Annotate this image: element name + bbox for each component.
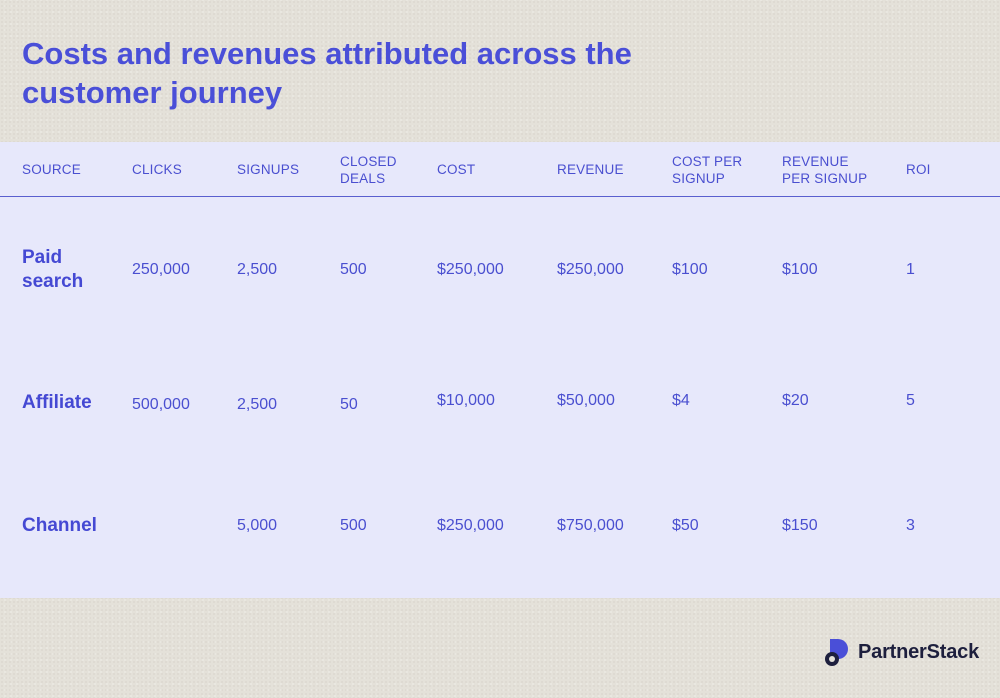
cost-value: $10,000 [437,392,495,409]
column-header-signups: SIGNUPS [237,162,300,177]
cost-per-signup-value: $4 [672,392,690,409]
closed-deals-value: 500 [340,517,367,534]
column-header-revenue-per-signup: REVENUE PER SIGNUP [782,153,868,186]
source-name: Channel [22,515,97,536]
partnerstack-logo-icon [825,639,848,666]
revenue-value: $50,000 [557,392,615,409]
roi-value: 5 [906,392,915,409]
revenue-value: $250,000 [557,261,624,278]
cost-value: $250,000 [437,517,504,534]
revenue-per-signup-value: $100 [782,261,818,278]
column-header-revenue: REVENUE [557,162,624,177]
revenue-per-signup-value: $20 [782,392,809,409]
partnerstack-logo: PartnerStack [824,636,979,668]
column-header-roi: ROI [906,162,931,177]
column-header-cost: COST [437,162,476,177]
column-header-closed-deals: CLOSED DEALS [340,153,397,186]
column-header-cost-per-signup: COST PER SIGNUP [672,153,743,186]
page-title: Costs and revenues attributed across the… [22,36,632,110]
brand-name: PartnerStack [858,640,979,663]
cost-per-signup-value: $100 [672,261,708,278]
source-name: Affiliate [22,392,92,413]
roi-value: 1 [906,261,915,278]
signups-value: 5,000 [237,517,278,534]
revenue-per-signup-value: $150 [782,517,818,534]
roi-value: 3 [906,517,915,534]
column-header-clicks: CLICKS [132,162,182,177]
closed-deals-value: 50 [340,396,358,413]
cost-value: $250,000 [437,261,504,278]
closed-deals-value: 500 [340,261,367,278]
revenue-value: $750,000 [557,517,624,534]
data-table: SOURCE CLICKS SIGNUPS CLOSED DEALS COST REVENU… [0,142,1000,598]
signups-value: 2,500 [237,396,278,413]
source-name: Paid search [22,247,84,292]
clicks-value: 250,000 [132,261,190,278]
clicks-value: 500,000 [132,396,190,413]
table-header-row: SOURCE CLICKS SIGNUPS CLOSED DEALS COST REVENU… [0,142,1000,197]
cost-per-signup-value: $50 [672,517,699,534]
signups-value: 2,500 [237,261,278,278]
column-header-source: SOURCE [22,162,81,177]
